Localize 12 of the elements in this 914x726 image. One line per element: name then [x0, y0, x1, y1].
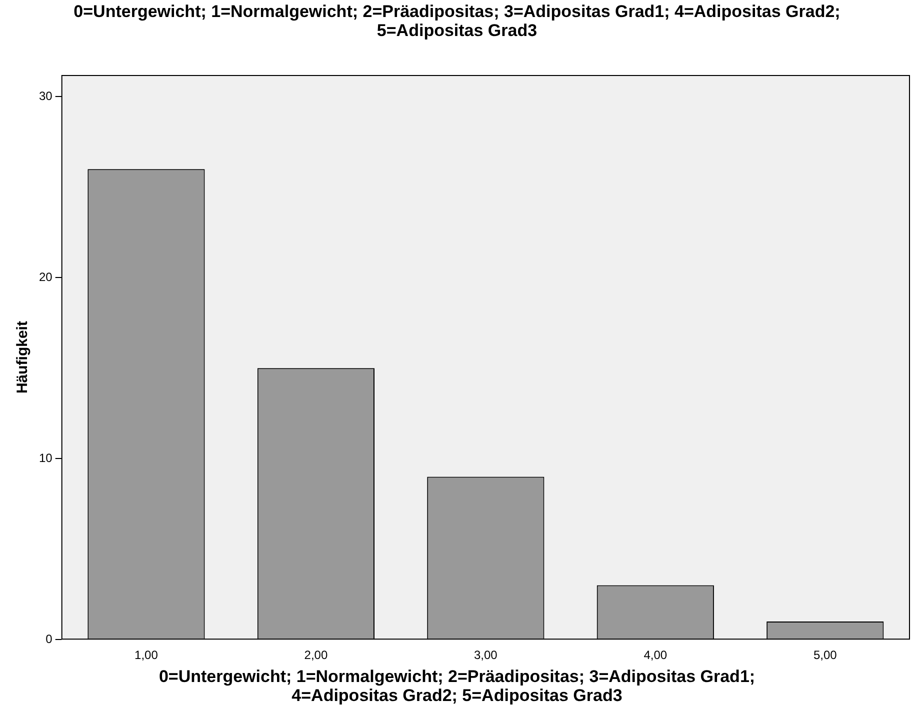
y-tick-label: 10: [38, 450, 53, 465]
x-axis-title: 0=Untergewicht; 1=Normalgewicht; 2=Präadipositas; 3=Adipositas Grad1; 4=Adipositas Grad2; 5=Adipositas Grad3: [158, 667, 756, 705]
x-tick-label: 1,00: [134, 648, 158, 662]
x-tick-label: 4,00: [644, 648, 668, 662]
x-tick-label: 5,00: [813, 648, 838, 662]
y-tick-label: 30: [38, 89, 53, 104]
x-tick-label: 2,00: [304, 648, 328, 662]
y-axis-title: Häufigkeit: [14, 321, 32, 394]
y-tick-label: 20: [38, 270, 53, 284]
x-tick-label: 3,00: [474, 648, 498, 662]
chart-title: 0=Untergewicht; 1=Normalgewicht; 2=Präadipositas; 3=Adipositas Grad1; 4=Adipositas Grad2; 5=Adipositas Grad3: [72, 2, 842, 40]
y-tick-label: 0: [46, 632, 53, 646]
